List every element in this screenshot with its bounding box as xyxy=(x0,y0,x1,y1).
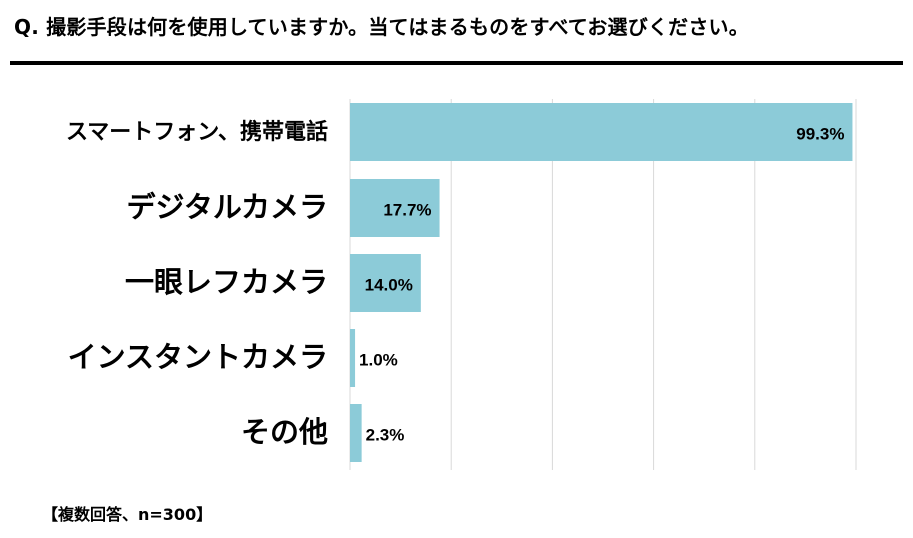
sample-note: 【複数回答、n=300】 xyxy=(42,505,213,524)
category-label: その他 xyxy=(241,415,328,449)
value-label: 2.3% xyxy=(366,425,405,444)
bars xyxy=(350,103,853,462)
bar xyxy=(350,404,362,462)
title-divider xyxy=(10,61,903,65)
question-title: Q. 撮影手段は何を使用していますか。当てはまるものをすべてお選びください。 xyxy=(14,15,749,39)
bar xyxy=(350,103,853,161)
category-label: スマートフォン、携帯電話 xyxy=(66,119,328,145)
labels: スマートフォン、携帯電話 99.3% デジタルカメラ 17.7% 一眼レフカメラ 14.0… xyxy=(66,119,844,449)
value-label: 1.0% xyxy=(359,350,398,369)
bar xyxy=(350,329,356,387)
bar xyxy=(350,179,440,237)
category-label: インスタントカメラ xyxy=(68,340,328,374)
bar xyxy=(350,254,421,312)
category-label: デジタルカメラ xyxy=(126,190,328,224)
category-label: 一眼レフカメラ xyxy=(125,265,328,299)
value-label: 99.3% xyxy=(796,124,844,143)
value-label: 14.0% xyxy=(365,275,413,294)
value-label: 17.7% xyxy=(383,200,431,219)
